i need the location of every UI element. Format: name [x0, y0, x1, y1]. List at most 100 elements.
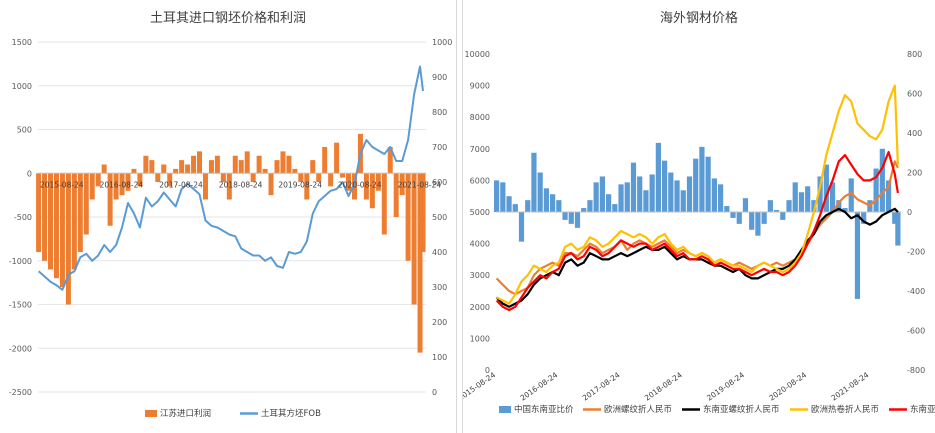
bar-1: [556, 200, 562, 212]
bar-1: [197, 151, 203, 174]
x-tick-label: 2015-08-24: [40, 180, 84, 189]
bar-1: [167, 173, 173, 187]
bar-1: [369, 173, 375, 209]
x-tick-label: 2019-08-24: [705, 370, 746, 403]
y-right-tick-label: 0: [907, 208, 912, 217]
x-tick-label: 2016-08-24: [100, 180, 144, 189]
y-left-tick-label: 0: [27, 169, 32, 178]
bar-1: [375, 173, 381, 191]
bar-1: [655, 142, 661, 212]
bar-1: [351, 173, 357, 200]
bar-1: [387, 147, 393, 174]
legend-label: 中国东南亚比价: [514, 404, 574, 415]
bar-1: [399, 173, 405, 196]
bar-1: [836, 200, 842, 212]
bar-1: [208, 160, 214, 174]
y-right-tick-label: 800: [432, 108, 447, 117]
bar-1: [767, 200, 773, 212]
bar-1: [649, 174, 655, 212]
bar-1: [417, 173, 423, 353]
bar-1: [334, 142, 340, 174]
bar-1: [786, 200, 792, 212]
y-left-tick-label: 3000: [470, 271, 490, 280]
bar-1: [420, 173, 426, 252]
y-left-tick-label: -1500: [9, 301, 32, 310]
x-tick-label: 2021-08-24: [830, 370, 871, 403]
bar-1: [873, 168, 879, 212]
legend-label: 东南亚热卷折人民币: [910, 404, 935, 415]
bar-1: [119, 173, 125, 196]
bar-1: [581, 208, 587, 212]
bar-1: [155, 173, 161, 182]
y-right-tick-label: 400: [907, 129, 922, 138]
bar-1: [512, 204, 518, 212]
bar-1: [593, 182, 599, 212]
right-chart-svg: 海外钢材价格1000090008000700060005000400030002…: [463, 10, 935, 415]
bar-1: [274, 160, 280, 174]
y-right-tick-label: 1000: [432, 38, 452, 47]
bar-1: [125, 173, 131, 191]
bar-1: [780, 212, 786, 220]
bar-1: [717, 184, 724, 212]
bar-1: [232, 155, 238, 174]
bar-1: [340, 173, 346, 178]
bar-1: [661, 160, 668, 212]
bar-1: [879, 148, 885, 212]
y-left-tick-label: 8000: [470, 113, 490, 122]
bar-1: [736, 212, 742, 224]
bar-1: [286, 155, 292, 174]
y-left-tick-label: -2500: [9, 388, 32, 397]
y-left-tick-label: 9000: [470, 82, 490, 91]
y-right-tick-label: 500: [432, 213, 447, 222]
y-right-tick-label: 700: [432, 143, 447, 152]
bar-1: [543, 188, 549, 212]
y-right-tick-label: 300: [432, 283, 447, 292]
y-right-tick-label: 600: [432, 178, 447, 187]
bar-1: [550, 194, 556, 212]
y-left-tick-label: 2000: [470, 303, 490, 312]
y-right-tick-label: -800: [907, 366, 925, 375]
bar-1: [861, 212, 867, 224]
left-chart-svg: 土耳其进口钢坯价格和利润150010005000-500-1000-1500-2…: [9, 10, 453, 419]
bar-1: [693, 158, 699, 212]
bar-1: [537, 172, 543, 212]
bar-1: [680, 190, 686, 212]
bar-1: [393, 173, 399, 217]
x-tick-label: 2020-08-24: [767, 370, 808, 403]
y-right-tick-label: 0: [432, 388, 437, 397]
bar-1: [322, 147, 328, 174]
bar-1: [77, 173, 83, 252]
legend-label: 土耳其方坯FOB: [261, 408, 321, 419]
bar-1: [107, 173, 113, 226]
bar-1: [363, 173, 369, 200]
bar-1: [143, 155, 149, 174]
legend-label: 江苏进口利润: [160, 408, 211, 419]
y-left-tick-label: 0: [485, 366, 490, 375]
y-right-tick-label: 900: [432, 73, 447, 82]
y-left-tick-label: -2000: [9, 344, 32, 353]
bar-1: [892, 212, 898, 224]
bar-1: [618, 184, 624, 212]
bar-1: [805, 186, 811, 212]
x-tick-label: 2019-08-24: [278, 180, 322, 189]
bar-1: [179, 160, 185, 174]
bar-1: [637, 176, 643, 212]
bar-1: [829, 182, 836, 212]
chart-panel-left: 土耳其进口钢坯价格和利润 1500 1000 500 0 -500 -1000 -1500 -2…: [0, 0, 457, 433]
bar-1: [173, 168, 179, 174]
bar-1: [161, 164, 167, 174]
bar-1: [568, 212, 574, 224]
series-line-4: [496, 84, 899, 305]
bar-1: [699, 146, 705, 212]
bar-1: [226, 173, 232, 200]
bar-1: [298, 173, 304, 182]
bar-1: [346, 173, 352, 191]
bar-1: [89, 173, 95, 200]
bar-1: [202, 173, 208, 200]
bar-1: [895, 212, 901, 246]
bar-1: [131, 168, 137, 174]
bar-1: [268, 173, 274, 196]
bar-1: [42, 173, 48, 261]
legend-label: 东南亚螺纹折人民币: [703, 404, 780, 415]
x-tick-label: 2018-08-24: [219, 180, 263, 189]
